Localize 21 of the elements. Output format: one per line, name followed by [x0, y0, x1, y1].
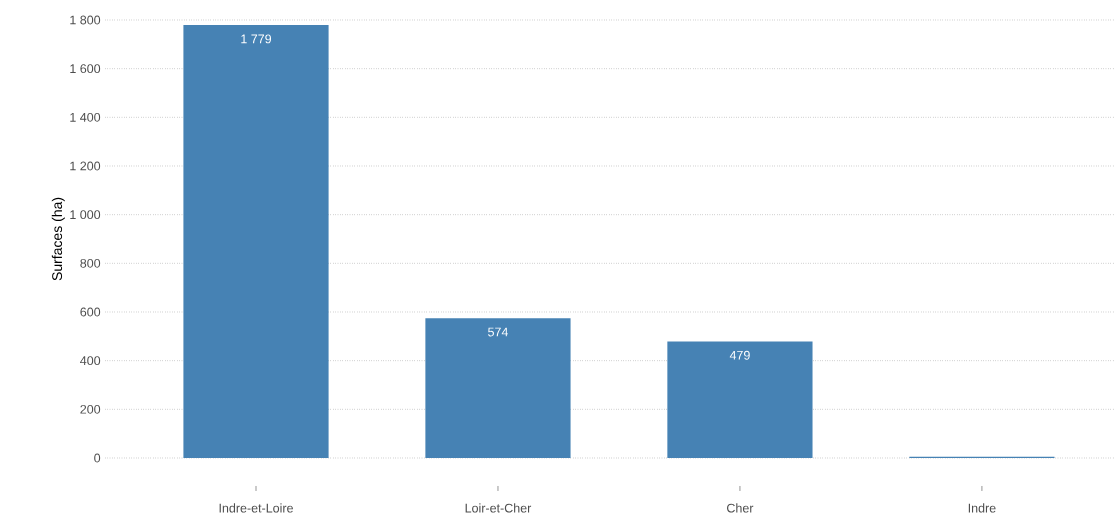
x-tick-label: Indre-et-Loire	[219, 503, 293, 513]
bar	[183, 25, 329, 458]
bar	[425, 318, 571, 458]
y-tick-label: 1 400	[70, 112, 101, 122]
y-tick-label: 1 200	[70, 161, 101, 171]
y-tick-label: 800	[80, 258, 101, 268]
x-tick-label: Loir-et-Cher	[465, 503, 532, 513]
y-tick-label: 200	[80, 404, 101, 414]
data-label: 574	[488, 327, 509, 337]
data-label: 1 779	[241, 34, 272, 44]
y-tick-label: 600	[80, 307, 101, 317]
y-tick-label: 1 600	[70, 64, 101, 74]
bar	[667, 341, 813, 458]
y-tick-label: 1 000	[70, 210, 101, 220]
y-tick-label: 400	[80, 356, 101, 366]
x-tick-label: Indre	[968, 503, 996, 513]
y-axis-title: Surfaces (ha)	[51, 197, 65, 281]
y-tick-label: 1 800	[70, 15, 101, 25]
data-label: 479	[729, 350, 750, 360]
x-tick-label: Cher	[727, 503, 754, 513]
y-tick-label: 0	[94, 453, 101, 463]
